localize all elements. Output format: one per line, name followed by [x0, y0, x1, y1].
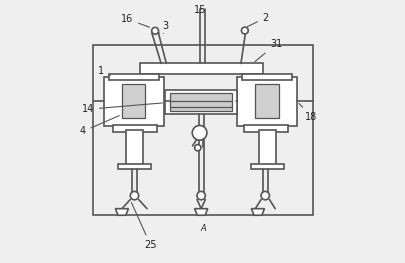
Bar: [237, 77, 296, 126]
Text: A: A: [200, 224, 205, 233]
Bar: [126, 130, 143, 165]
Bar: [251, 164, 284, 169]
Text: 18: 18: [298, 103, 317, 122]
Text: 1: 1: [98, 66, 110, 76]
Circle shape: [241, 27, 247, 34]
Polygon shape: [115, 209, 128, 215]
Bar: [255, 84, 278, 118]
Bar: [113, 125, 157, 132]
Circle shape: [260, 191, 269, 200]
Circle shape: [196, 191, 205, 200]
Circle shape: [151, 27, 158, 34]
Bar: [242, 74, 291, 80]
Text: 31: 31: [254, 39, 282, 62]
Bar: [140, 63, 262, 74]
Circle shape: [130, 191, 138, 200]
Text: 14: 14: [81, 103, 162, 114]
Text: 16: 16: [121, 14, 149, 27]
Circle shape: [194, 145, 200, 151]
Text: 3: 3: [162, 21, 168, 33]
Bar: [109, 74, 158, 80]
Bar: [165, 90, 237, 114]
Polygon shape: [194, 209, 207, 215]
Text: 15: 15: [194, 5, 206, 15]
Bar: [103, 77, 163, 126]
Bar: [243, 125, 287, 132]
Bar: [93, 45, 312, 215]
Text: 4: 4: [79, 116, 119, 136]
Text: 2: 2: [247, 13, 268, 27]
Bar: [170, 93, 231, 111]
Bar: [118, 164, 150, 169]
Circle shape: [192, 125, 207, 140]
Bar: [122, 84, 145, 118]
Text: 25: 25: [131, 203, 157, 250]
Polygon shape: [251, 209, 264, 215]
Bar: [259, 130, 275, 165]
